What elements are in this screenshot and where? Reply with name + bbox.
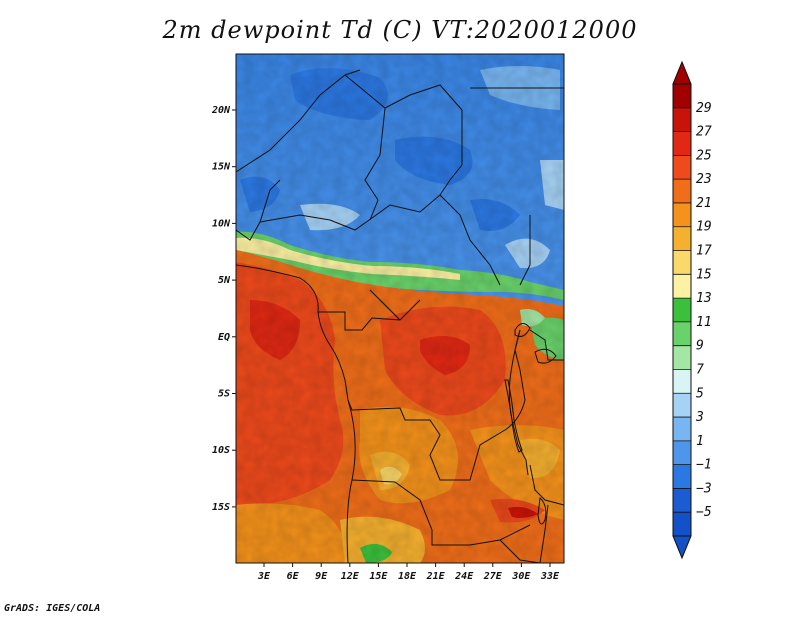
lon-tick-label: 18E (398, 571, 417, 582)
colorbar-swatch (673, 131, 691, 156)
lon-tick-label: 24E (454, 571, 474, 582)
colorbar-label: 11 (696, 315, 712, 330)
colorbar-swatch (673, 84, 691, 109)
colorbar-label: 23 (696, 172, 712, 187)
map-title: 2m dewpoint Td (C) VT:2020012000 (162, 16, 638, 44)
longitude-axis: 3E 6E 9E 12E 15E 18E 21E 24E 27E 30E 33E (257, 563, 560, 582)
colorbar-swatch (673, 179, 691, 204)
plot-frame (235, 53, 565, 564)
colorbar-swatch (673, 417, 691, 442)
lon-tick-label: 15E (369, 571, 388, 582)
lat-tick-label: 15S (212, 502, 230, 513)
colorbar-label: −3 (696, 481, 712, 496)
lon-tick-label: 6E (287, 571, 300, 582)
lat-tick-label: 5N (218, 275, 231, 286)
country-borders (236, 69, 564, 563)
dewpoint-field (236, 54, 564, 563)
lon-tick-label: 9E (315, 571, 328, 582)
colorbar-label: 27 (696, 125, 712, 140)
colorbar-bottom-arrow (672, 535, 692, 560)
lat-tick-label: 15N (212, 162, 231, 173)
lon-tick-label: 3E (257, 571, 271, 582)
colorbar-swatch (673, 202, 691, 228)
colorbar-swatch (673, 369, 691, 394)
lon-tick-label: 12E (341, 571, 360, 582)
lat-tick-label: 20N (211, 105, 231, 116)
lakes (504, 323, 557, 525)
colorbar-swatch (673, 488, 691, 513)
colorbar-label: 9 (696, 339, 704, 354)
colorbar-label: 13 (696, 291, 712, 306)
colorbar-label: 21 (696, 196, 712, 211)
lat-tick-label: 5S (218, 389, 230, 400)
colorbar-label: 5 (696, 386, 704, 401)
lon-tick-label: 27E (483, 571, 503, 582)
lat-tick-label: 10S (212, 445, 230, 456)
colorbar-top-arrow (672, 60, 692, 85)
colorbar-label: 1 (696, 434, 704, 449)
lat-tick-label: EQ (218, 332, 230, 343)
colorbar-label: 19 (696, 220, 712, 235)
colorbar-label: −1 (696, 458, 712, 473)
lon-tick-label: 30E (511, 571, 531, 582)
colorbar-swatch (673, 155, 691, 180)
colorbar-label: −5 (696, 505, 712, 520)
colorbar-label: 3 (695, 410, 704, 425)
colorbar-label: 25 (696, 148, 712, 163)
colorbar-swatch (673, 274, 691, 299)
lon-tick-label: 33E (540, 571, 560, 582)
colorbar-swatch (673, 440, 691, 466)
lat-tick-label: 10N (212, 218, 231, 229)
colorbar-swatch (673, 321, 691, 347)
colorbar-label: 29 (696, 101, 712, 116)
colorbar-label: 7 (696, 362, 704, 377)
colorbar-swatch (673, 107, 691, 133)
colorbar-swatch (673, 298, 691, 323)
colorbar-label: 17 (696, 244, 712, 259)
colorbar-label: 15 (696, 267, 712, 282)
colorbar-swatch (673, 226, 691, 252)
colorbar-swatch (673, 250, 691, 275)
colorbar-frame (672, 83, 692, 537)
colorbar-swatch (673, 512, 691, 537)
colorbar-swatch (673, 345, 691, 370)
colorbar-swatch (673, 393, 691, 418)
colorbar-swatch (673, 464, 691, 489)
latitude-axis: 20N 15N 10N 5N EQ 5S 10S 15S (211, 105, 236, 513)
lon-tick-label: 21E (426, 571, 446, 582)
colorbar: 29 27 25 23 21 19 17 15 13 11 9 7 5 3 1 −1 −3 −5 (672, 60, 712, 560)
credit-text: GrADS: IGES/COLA (4, 603, 101, 614)
